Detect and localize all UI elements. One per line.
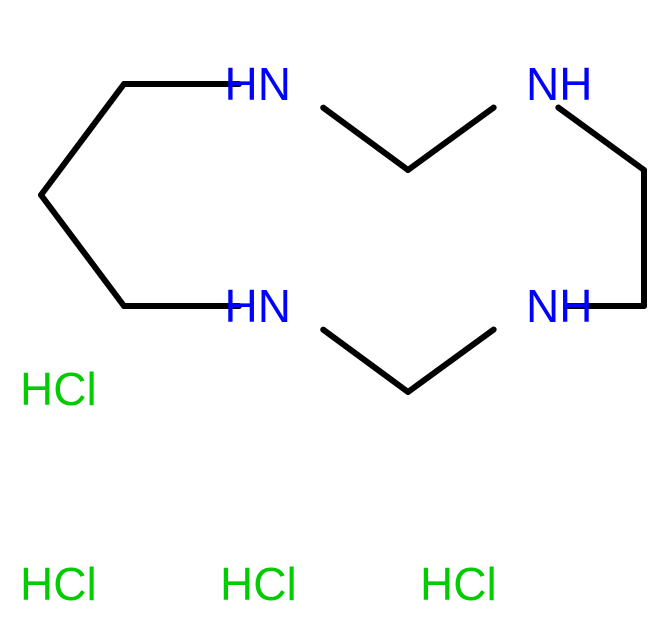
molecule-canvas: HN NH NH HN HCl HCl HCl HCl (0, 0, 666, 634)
salt-label: HCl (20, 363, 97, 415)
salt-label: HCl (20, 558, 97, 610)
atom-label-n: NH (526, 58, 592, 110)
salt-label: HCl (220, 558, 297, 610)
salt-label: HCl (420, 558, 497, 610)
atom-label-n: HN (225, 58, 291, 110)
atom-label-n: HN (225, 280, 291, 332)
atom-label-n: NH (526, 280, 592, 332)
